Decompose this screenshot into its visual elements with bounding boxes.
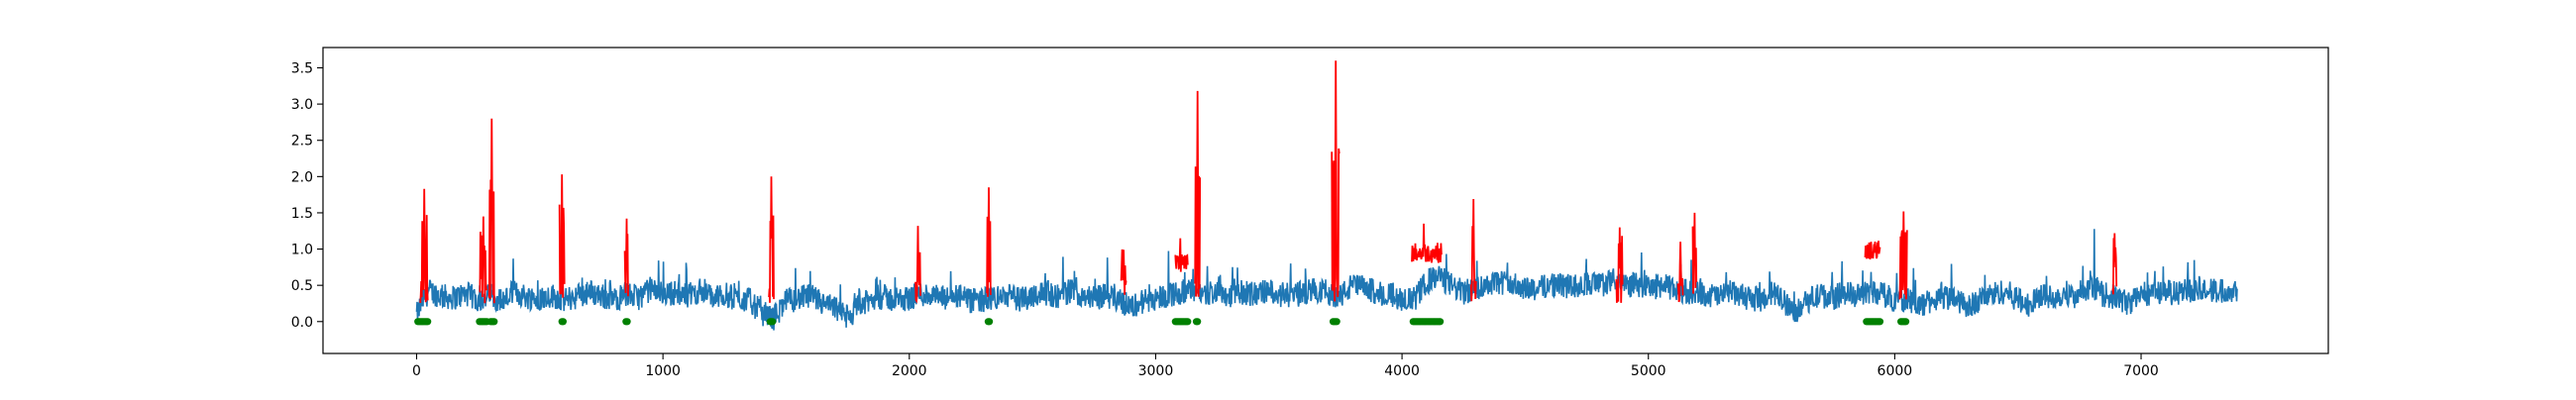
anomaly-marker-45 xyxy=(1333,318,1341,326)
anomaly-marker-21 xyxy=(559,318,568,326)
anomaly-segment-2 xyxy=(487,118,495,304)
anomaly-marker-26 xyxy=(769,318,777,326)
x-tick-label-1: 1000 xyxy=(645,363,681,379)
anomaly-marker-68 xyxy=(1437,318,1445,326)
anomaly-segment-1 xyxy=(479,216,488,304)
x-tick-label-3: 3000 xyxy=(1138,363,1174,379)
x-tick-label-2: 2000 xyxy=(892,363,927,379)
anomaly-segment-6 xyxy=(914,226,921,304)
y-tick-label-7: 3.5 xyxy=(291,61,313,77)
anomaly-segment-7 xyxy=(986,187,992,297)
anomaly-segment-5 xyxy=(768,176,775,303)
y-tick-label-2: 1.0 xyxy=(291,243,313,258)
axes-frame xyxy=(322,47,2329,354)
anomaly-marker-8 xyxy=(424,318,432,326)
x-tick-label-4: 4000 xyxy=(1384,363,1420,379)
anomaly-marker-41 xyxy=(1194,318,1202,326)
anomaly-marker-39 xyxy=(1184,318,1192,326)
anomaly-segment-15 xyxy=(1676,242,1684,303)
y-tick-label-3: 1.5 xyxy=(291,206,313,222)
x-tick-label-6: 6000 xyxy=(1878,363,1913,379)
signal-series-line xyxy=(415,229,2238,331)
anomaly-segment-0 xyxy=(419,188,429,303)
anomaly-segment-4 xyxy=(623,218,630,297)
x-tick-label-5: 5000 xyxy=(1631,363,1666,379)
anomaly-marker-80 xyxy=(1876,318,1884,326)
x-tick-label-7: 7000 xyxy=(2123,363,2159,379)
anomaly-segment-9 xyxy=(1174,238,1189,272)
y-tick-label-6: 3.0 xyxy=(291,97,313,113)
axes-layer: 0 1000 2000 3000 4000 5000 6000 7000 0.0 0.5 1.0 1.… xyxy=(291,47,2329,379)
anomaly-segment-10 xyxy=(1194,90,1202,297)
anomaly-segment-13 xyxy=(1469,198,1477,302)
anomaly-segment-16 xyxy=(1691,212,1698,294)
anomaly-marker-23 xyxy=(623,318,631,326)
anomaly-segment-19 xyxy=(2111,233,2118,295)
anomaly-segment-3 xyxy=(558,174,566,298)
y-tick-label-1: 0.5 xyxy=(291,278,313,294)
anomaly-segment-12 xyxy=(1411,223,1443,263)
anomaly-segment-14 xyxy=(1615,227,1624,303)
plot-layer xyxy=(414,60,2238,331)
y-tick-label-0: 0.0 xyxy=(291,315,313,331)
anomaly-segment-8 xyxy=(1120,249,1127,295)
anomaly-segment-17 xyxy=(1864,241,1881,260)
anomaly-marker-28 xyxy=(986,318,994,326)
anomaly-marker-19 xyxy=(490,318,498,326)
y-tick-label-4: 2.0 xyxy=(291,169,313,185)
x-tick-label-0: 0 xyxy=(412,363,421,379)
anomaly-marker-85 xyxy=(1902,318,1910,326)
anomaly-segment-18 xyxy=(1898,211,1908,300)
anomaly-segment-11 xyxy=(1331,60,1341,302)
y-tick-label-5: 2.5 xyxy=(291,134,313,150)
